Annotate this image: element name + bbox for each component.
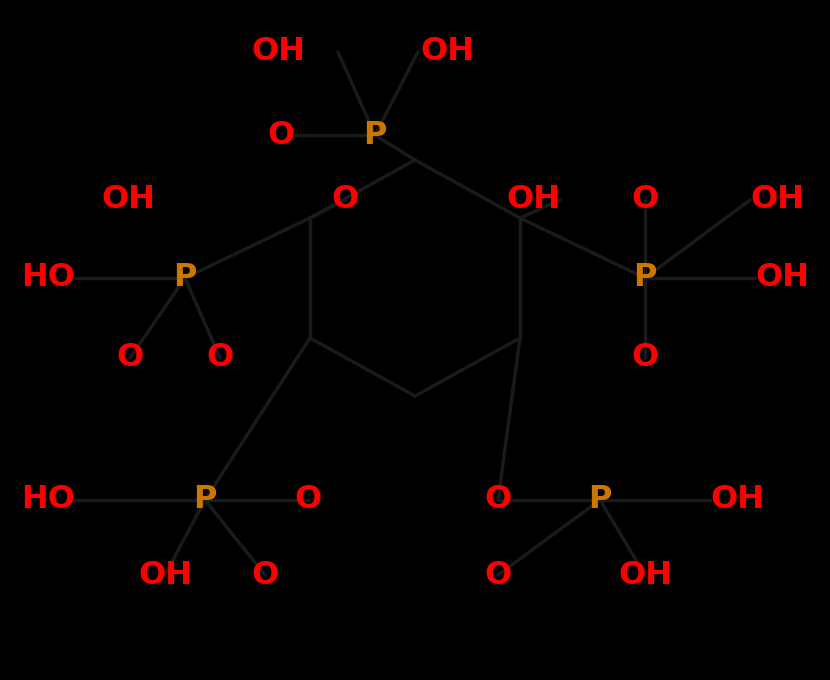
Text: P: P <box>173 262 197 294</box>
Text: OH: OH <box>138 560 192 590</box>
Text: OH: OH <box>251 37 305 67</box>
Text: O: O <box>485 484 511 515</box>
Text: P: P <box>633 262 657 294</box>
Text: P: P <box>588 484 612 515</box>
Text: O: O <box>268 120 295 150</box>
Text: P: P <box>364 120 387 150</box>
Text: OH: OH <box>618 560 672 590</box>
Text: OH: OH <box>750 184 804 216</box>
Text: O: O <box>632 343 659 373</box>
Text: OH: OH <box>420 37 474 67</box>
Text: OH: OH <box>710 484 764 515</box>
Text: OH: OH <box>101 184 155 216</box>
Text: OH: OH <box>755 262 809 294</box>
Text: O: O <box>116 343 144 373</box>
Text: HO: HO <box>21 484 75 515</box>
Text: OH: OH <box>506 184 560 216</box>
Text: HO: HO <box>21 262 75 294</box>
Text: O: O <box>632 184 659 216</box>
Text: O: O <box>485 560 511 590</box>
Text: O: O <box>295 484 322 515</box>
Text: O: O <box>207 343 233 373</box>
Text: O: O <box>331 184 359 216</box>
Text: P: P <box>193 484 217 515</box>
Text: O: O <box>251 560 279 590</box>
